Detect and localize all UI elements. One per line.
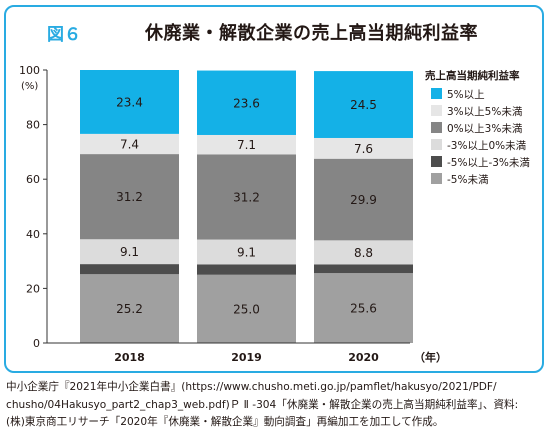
y-tick-label-0: 0 [33, 337, 40, 350]
bar-segment-2019-3 [197, 154, 296, 240]
source-line-3: (株)東京商工リサーチ「2020年『休廃業・解散企業』動向調査」再編加工を加工し… [6, 416, 444, 428]
data-label-2020-0: 25.6 [350, 302, 377, 316]
legend-label-1: 3%以上5%未満 [447, 106, 523, 118]
legend-label-0: 5%以上 [447, 89, 485, 101]
bar-segment-2020-0 [314, 273, 413, 343]
data-label-2019-4: 7.1 [237, 138, 256, 152]
bar-segment-2018-1 [80, 264, 179, 275]
data-label-2020-4: 7.6 [354, 142, 373, 156]
bar-segment-2020-3 [314, 158, 413, 241]
data-label-2018-5: 23.4 [116, 95, 143, 109]
bars-group: 25.2 9.1 31.2 7.4 23.4 25.0 9.1 31.2 7.1 23.6 25.6… [80, 70, 413, 343]
data-label-2018-2: 9.1 [120, 245, 139, 259]
figure-title: 休廃業・解散企業の売上高当期純利益率 [145, 23, 478, 44]
axes-group: 2018 2019 2020 0 20 40 60 80 100 (%) （年） [19, 64, 447, 364]
bar-segment-2018-0 [80, 274, 179, 343]
x-axis-unit: （年） [414, 350, 447, 364]
data-label-2019-5: 23.6 [233, 96, 260, 110]
x-tick-label-2018: 2018 [114, 351, 145, 364]
y-tick-label-20: 20 [26, 282, 40, 295]
data-label-2019-3: 31.2 [233, 190, 260, 204]
bar-segment-2018-3 [80, 154, 179, 240]
legend-swatch-3 [431, 139, 442, 150]
bar-segment-2019-1 [197, 264, 296, 275]
legend-title: 売上高当期純利益率 [425, 69, 520, 82]
bar-segment-2019-0 [197, 274, 296, 343]
source-note: 中小企業庁『2021年中小企業白書』(https://www.chusho.me… [6, 379, 544, 432]
legend-swatch-0 [431, 88, 442, 99]
data-label-2020-2: 8.8 [354, 246, 373, 260]
y-tick-label-80: 80 [26, 119, 40, 132]
bar-segment-2020-5 [314, 71, 413, 138]
bar-segment-2019-2 [197, 239, 296, 265]
x-tick-label-2019: 2019 [231, 351, 262, 364]
bar-segment-2019-4 [197, 134, 296, 155]
legend-label-5: -5%未満 [447, 174, 489, 186]
data-label-2018-0: 25.2 [116, 302, 143, 316]
bar-segment-2018-4 [80, 133, 179, 155]
bar-segment-2019-5 [197, 70, 296, 135]
data-label-2019-0: 25.0 [233, 302, 260, 316]
data-label-2019-2: 9.1 [237, 245, 256, 259]
figure-label: 図６ [47, 25, 81, 45]
legend-swatch-2 [431, 122, 442, 133]
data-label-2020-3: 29.9 [350, 193, 377, 207]
legend-swatch-5 [431, 173, 442, 184]
source-line-2: chusho/04Hakusyo_part2_chap3_web.pdf)Ｐ Ⅱ… [6, 398, 519, 411]
bar-segment-2020-2 [314, 240, 413, 265]
y-tick-label-60: 60 [26, 173, 40, 186]
legend-group: 売上高当期純利益率 5%以上 3%以上5%未満 0%以上3%未満 -3%以上0%未満 -5… [425, 69, 530, 186]
legend-label-2: 0%以上3%未満 [447, 123, 523, 135]
source-line-1: 中小企業庁『2021年中小企業白書』(https://www.chusho.me… [6, 381, 497, 393]
bar-segment-2020-4 [314, 137, 413, 159]
y-tick-label-40: 40 [26, 228, 40, 241]
legend-swatch-4 [431, 156, 442, 167]
bar-segment-2020-1 [314, 264, 413, 274]
bar-segment-2018-5 [80, 70, 179, 134]
data-label-2018-3: 31.2 [116, 190, 143, 204]
data-label-2018-4: 7.4 [120, 137, 139, 151]
legend-label-3: -3%以上0%未満 [447, 140, 527, 152]
data-label-2020-5: 24.5 [350, 98, 377, 112]
bar-segment-2018-2 [80, 239, 179, 265]
y-axis-unit: (%) [21, 81, 38, 92]
y-tick-label-100: 100 [19, 64, 40, 77]
figure-frame [4, 5, 544, 373]
legend-swatch-1 [431, 105, 442, 116]
legend-label-4: -5%以上-3%未満 [447, 157, 530, 169]
x-tick-label-2020: 2020 [348, 351, 379, 364]
